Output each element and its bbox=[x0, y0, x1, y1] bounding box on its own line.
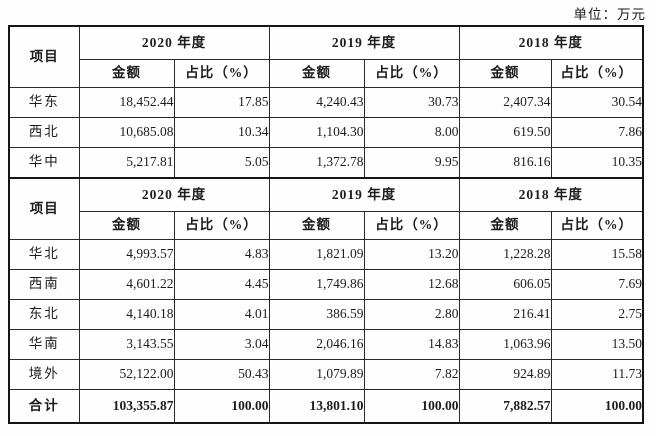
table-row-total: 合计 103,355.87 100.00 13,801.10 100.00 7,… bbox=[8, 389, 644, 424]
cell-amount: 103,355.87 bbox=[78, 389, 175, 424]
cell-amount: 1,821.09 bbox=[268, 239, 365, 270]
cell-amount: 2,407.34 bbox=[458, 87, 552, 118]
cell-pct: 30.73 bbox=[363, 87, 460, 118]
cell-amount: 4,240.43 bbox=[268, 87, 365, 118]
header-pct: 占比（%） bbox=[363, 59, 460, 88]
table-row: 华南 3,143.55 3.04 2,046.16 14.83 1,063.96… bbox=[8, 329, 644, 360]
cell-amount: 386.59 bbox=[268, 299, 365, 330]
row-label: 华北 bbox=[8, 239, 80, 270]
header-year-2020: 2020 年度 bbox=[78, 25, 270, 60]
table-row: 境外 52,122.00 50.43 1,079.89 7.82 924.89 … bbox=[8, 359, 644, 390]
cell-pct: 2.75 bbox=[550, 299, 644, 330]
header-year-2019: 2019 年度 bbox=[268, 25, 460, 60]
table-row: 东北 4,140.18 4.01 386.59 2.80 216.41 2.75 bbox=[8, 299, 644, 330]
cell-amount: 2,046.16 bbox=[268, 329, 365, 360]
section1-header-sub: 金额 占比（%） 金额 占比（%） 金额 占比（%） bbox=[9, 59, 644, 88]
cell-amount: 1,063.96 bbox=[458, 329, 552, 360]
header-pct: 占比（%） bbox=[363, 211, 460, 240]
cell-pct: 7.82 bbox=[363, 359, 460, 390]
total-label: 合计 bbox=[8, 389, 80, 424]
header-year-2018: 2018 年度 bbox=[458, 177, 644, 212]
cell-pct: 100.00 bbox=[363, 389, 460, 424]
cell-pct: 15.58 bbox=[550, 239, 644, 270]
cell-pct: 10.35 bbox=[550, 147, 644, 179]
row-label: 西南 bbox=[8, 269, 80, 300]
cell-pct: 8.00 bbox=[363, 117, 460, 148]
cell-pct: 14.83 bbox=[363, 329, 460, 360]
cell-pct: 2.80 bbox=[363, 299, 460, 330]
header-item-label: 项目 bbox=[8, 25, 80, 88]
header-pct: 占比（%） bbox=[173, 59, 270, 88]
header-amount: 金额 bbox=[458, 211, 552, 240]
section2-header-years: 项目 2020 年度 2019 年度 2018 年度 bbox=[8, 177, 644, 240]
cell-pct: 50.43 bbox=[173, 359, 270, 390]
header-year-2019: 2019 年度 bbox=[268, 177, 460, 212]
cell-pct: 4.01 bbox=[173, 299, 270, 330]
cell-pct: 17.85 bbox=[173, 87, 270, 118]
cell-pct: 4.45 bbox=[173, 269, 270, 300]
cell-pct: 100.00 bbox=[173, 389, 270, 424]
section1-header-years: 项目 2020 年度 2019 年度 2018 年度 bbox=[8, 25, 644, 88]
row-label: 西北 bbox=[8, 117, 80, 148]
cell-amount: 1,104.30 bbox=[268, 117, 365, 148]
cell-pct: 7.69 bbox=[550, 269, 644, 300]
cell-amount: 1,228.28 bbox=[458, 239, 552, 270]
cell-pct: 30.54 bbox=[550, 87, 644, 118]
cell-amount: 5,217.81 bbox=[78, 147, 175, 179]
header-amount: 金额 bbox=[268, 59, 365, 88]
unit-label: 单位：万元 bbox=[573, 7, 646, 22]
cell-pct: 12.68 bbox=[363, 269, 460, 300]
header-pct: 占比（%） bbox=[550, 211, 644, 240]
header-item-label: 项目 bbox=[8, 177, 80, 240]
table-row: 华北 4,993.57 4.83 1,821.09 13.20 1,228.28… bbox=[8, 239, 644, 270]
cell-pct: 13.20 bbox=[363, 239, 460, 270]
header-amount: 金额 bbox=[78, 211, 175, 240]
cell-pct: 4.83 bbox=[173, 239, 270, 270]
cell-amount: 4,140.18 bbox=[78, 299, 175, 330]
cell-pct: 11.73 bbox=[550, 359, 644, 390]
cell-amount: 1,079.89 bbox=[268, 359, 365, 390]
cell-amount: 13,801.10 bbox=[268, 389, 365, 424]
header-year-2018: 2018 年度 bbox=[458, 25, 644, 60]
table-row: 西北 10,685.08 10.34 1,104.30 8.00 619.50 … bbox=[8, 117, 644, 148]
header-pct: 占比（%） bbox=[550, 59, 644, 88]
section2-header-sub: 金额 占比（%） 金额 占比（%） 金额 占比（%） bbox=[9, 211, 644, 240]
regional-revenue-table: 项目 2020 年度 2019 年度 2018 年度 金额 占比（%） 金额 占… bbox=[8, 25, 644, 424]
cell-amount: 10,685.08 bbox=[78, 117, 175, 148]
cell-amount: 606.05 bbox=[458, 269, 552, 300]
header-year-2020: 2020 年度 bbox=[78, 177, 270, 212]
cell-amount: 52,122.00 bbox=[78, 359, 175, 390]
row-label: 华中 bbox=[8, 147, 80, 179]
cell-pct: 13.50 bbox=[550, 329, 644, 360]
row-label: 华东 bbox=[8, 87, 80, 118]
cell-amount: 7,882.57 bbox=[458, 389, 552, 424]
cell-pct: 100.00 bbox=[550, 389, 644, 424]
cell-pct: 10.34 bbox=[173, 117, 270, 148]
header-amount: 金额 bbox=[268, 211, 365, 240]
cell-amount: 816.16 bbox=[458, 147, 552, 179]
cell-pct: 9.95 bbox=[363, 147, 460, 179]
row-label: 华南 bbox=[8, 329, 80, 360]
row-label: 境外 bbox=[8, 359, 80, 390]
table-row: 华东 18,452.44 17.85 4,240.43 30.73 2,407.… bbox=[8, 87, 644, 118]
table-row: 西南 4,601.22 4.45 1,749.86 12.68 606.05 7… bbox=[8, 269, 644, 300]
cell-pct: 5.05 bbox=[173, 147, 270, 179]
cell-amount: 619.50 bbox=[458, 117, 552, 148]
cell-amount: 924.89 bbox=[458, 359, 552, 390]
table-row: 华中 5,217.81 5.05 1,372.78 9.95 816.16 10… bbox=[8, 147, 644, 179]
cell-pct: 7.86 bbox=[550, 117, 644, 148]
cell-amount: 4,601.22 bbox=[78, 269, 175, 300]
header-amount: 金额 bbox=[458, 59, 552, 88]
header-pct: 占比（%） bbox=[173, 211, 270, 240]
header-amount: 金额 bbox=[78, 59, 175, 88]
cell-pct: 3.04 bbox=[173, 329, 270, 360]
row-label: 东北 bbox=[8, 299, 80, 330]
cell-amount: 18,452.44 bbox=[78, 87, 175, 118]
cell-amount: 4,993.57 bbox=[78, 239, 175, 270]
cell-amount: 216.41 bbox=[458, 299, 552, 330]
cell-amount: 1,372.78 bbox=[268, 147, 365, 179]
cell-amount: 1,749.86 bbox=[268, 269, 365, 300]
cell-amount: 3,143.55 bbox=[78, 329, 175, 360]
